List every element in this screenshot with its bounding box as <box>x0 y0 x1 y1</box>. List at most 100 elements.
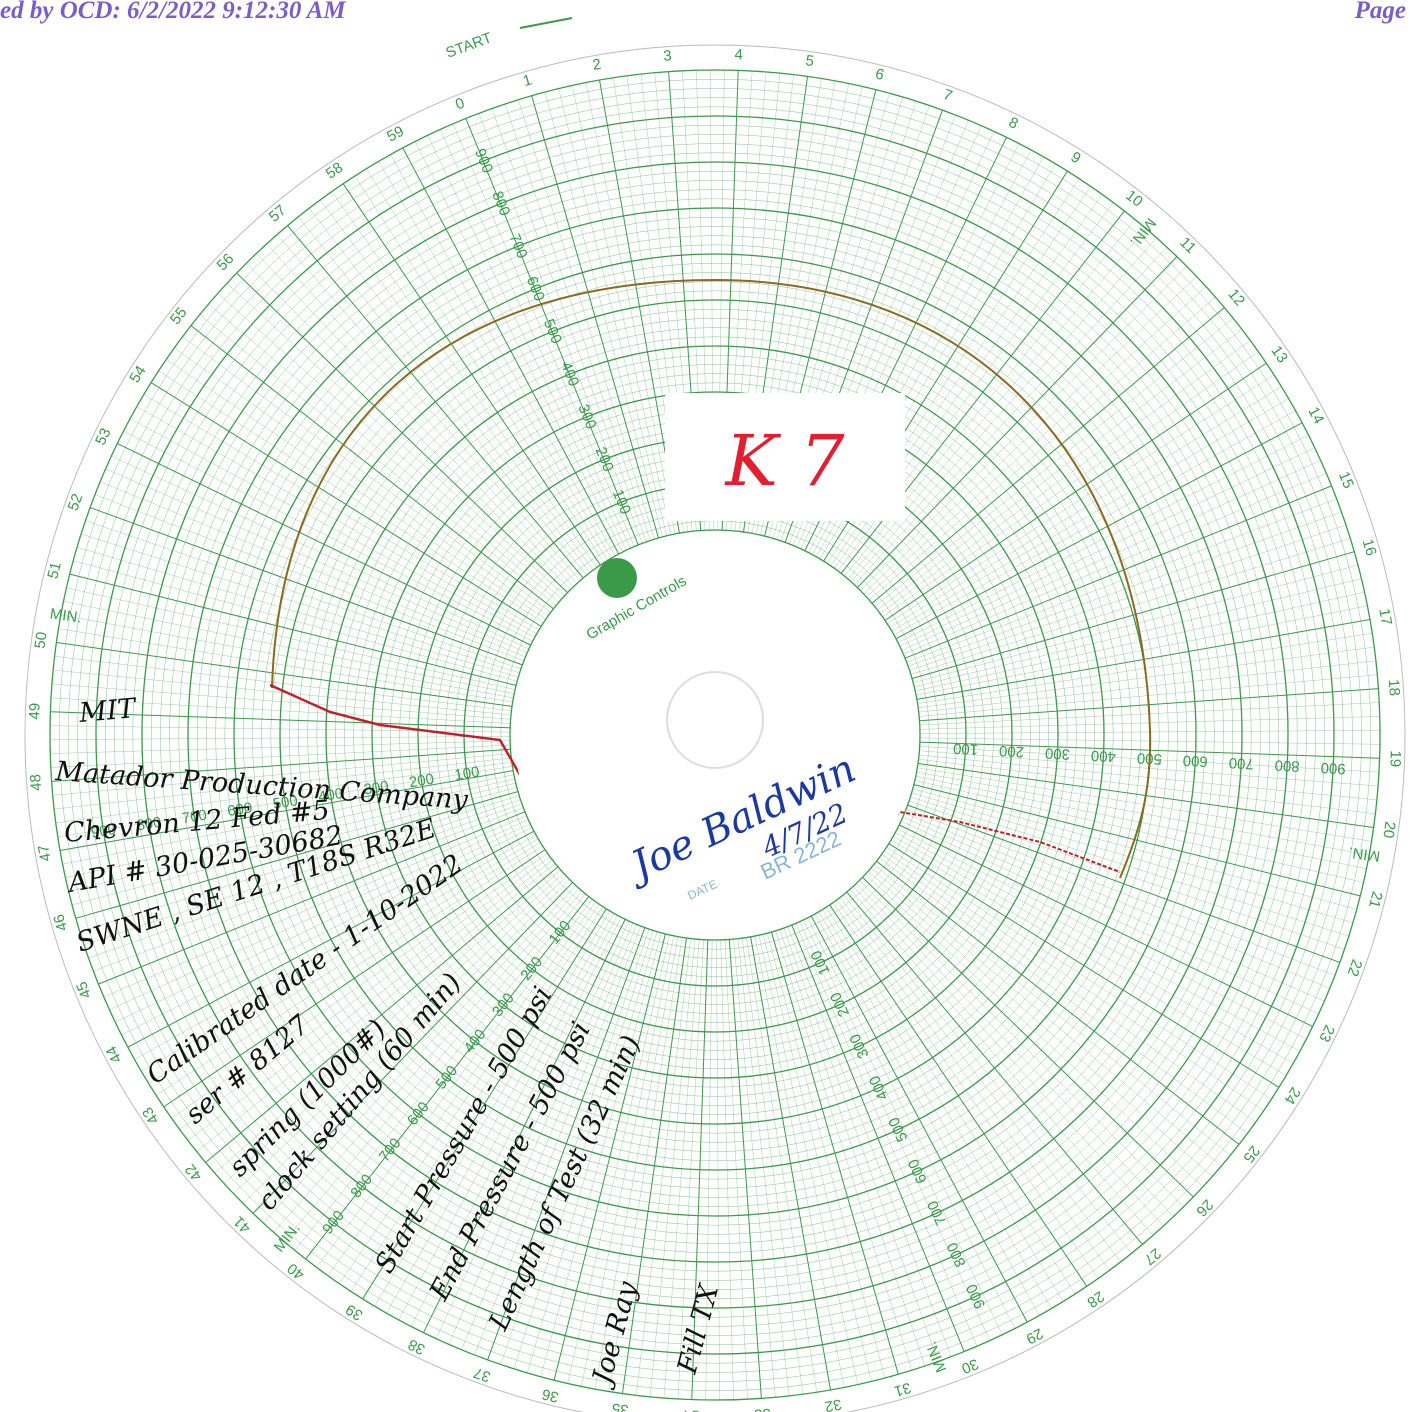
time-line <box>276 234 581 581</box>
ring <box>58 78 1372 1392</box>
ring <box>77 97 1353 1373</box>
minute-label: 48 <box>27 774 45 792</box>
time-line <box>636 938 691 1396</box>
received-stamp: ed by OCD: 6/2/2022 9:12:30 AM <box>0 0 346 24</box>
time-line <box>233 876 567 1194</box>
time-line <box>854 246 1167 585</box>
time-line <box>266 243 577 584</box>
time-line <box>150 382 542 627</box>
time-line <box>791 924 965 1352</box>
minute-label: 32 <box>823 1395 842 1412</box>
pressure-label: 200 <box>408 771 435 792</box>
time-line <box>862 877 1194 1198</box>
minute-label: 3 <box>663 47 673 65</box>
time-line <box>868 870 1213 1177</box>
time-line <box>65 778 515 878</box>
time-line <box>879 857 1248 1134</box>
time-line <box>741 938 804 1395</box>
time-line <box>895 422 1303 640</box>
time-line <box>914 780 1364 883</box>
time-line <box>779 929 926 1367</box>
time-line <box>51 748 511 782</box>
time-line <box>474 926 642 1356</box>
minute-label: 29 <box>1023 1324 1046 1347</box>
time-line <box>839 897 1121 1262</box>
minute-label: 18 <box>1385 679 1403 697</box>
time-line <box>179 856 551 1130</box>
time-line <box>54 757 512 810</box>
time-line <box>906 808 1336 976</box>
time-line <box>72 787 517 906</box>
time-line <box>350 906 603 1292</box>
time-line <box>873 864 1231 1156</box>
time-line <box>386 913 614 1314</box>
time-line <box>746 937 817 1393</box>
pressure-label: 700 <box>181 807 208 828</box>
time-line <box>478 113 643 544</box>
minute-label: 5 <box>804 52 815 70</box>
time-line <box>148 842 541 1084</box>
time-line <box>904 812 1330 989</box>
minute-label: 49 <box>26 703 44 720</box>
time-line <box>887 374 1275 625</box>
time-line <box>518 99 655 540</box>
page-label: Page <box>1354 0 1406 24</box>
time-line <box>226 283 565 596</box>
time-line <box>901 460 1321 651</box>
minute-label: 24 <box>1280 1084 1303 1107</box>
minute-label: 53 <box>92 425 115 447</box>
minute-label: 45 <box>73 979 95 1001</box>
time-line <box>822 909 1064 1302</box>
time-line <box>621 937 687 1394</box>
time-line <box>287 225 584 579</box>
time-line <box>465 118 639 546</box>
time-line <box>214 869 561 1174</box>
time-line <box>504 103 651 541</box>
time-line <box>849 889 1154 1236</box>
time-line <box>452 123 635 547</box>
pressure-label: 900 <box>1320 759 1346 777</box>
time-line <box>884 850 1264 1111</box>
time-line <box>339 904 600 1284</box>
time-line <box>846 891 1143 1245</box>
minute-label: 15 <box>1335 469 1357 491</box>
time-line <box>649 939 696 1397</box>
ring <box>150 170 1280 1300</box>
ring <box>169 189 1261 1281</box>
minute-label: 6 <box>874 65 886 84</box>
pressure-label: 700 <box>1228 754 1254 772</box>
time-line <box>795 923 978 1347</box>
time-line <box>366 168 608 561</box>
time-line <box>895 832 1301 1052</box>
minute-label: 20 <box>1379 820 1398 839</box>
time-line <box>390 154 616 557</box>
time-line <box>75 791 519 919</box>
time-line <box>787 926 952 1357</box>
time-line <box>750 936 831 1390</box>
minute-label: 10 <box>1122 187 1146 211</box>
time-line <box>810 915 1028 1323</box>
time-line <box>909 524 1347 671</box>
time-line <box>427 135 627 551</box>
time-line <box>906 498 1337 663</box>
ring <box>307 327 1123 1143</box>
time-line <box>190 325 554 610</box>
time-line <box>856 883 1174 1217</box>
ring <box>141 161 1289 1309</box>
time-line <box>814 913 1040 1316</box>
time-line <box>51 697 511 724</box>
ring <box>233 253 1197 1217</box>
time-line <box>141 838 539 1072</box>
minute-label: 43 <box>139 1104 162 1127</box>
time-line <box>51 683 511 720</box>
ring <box>371 391 1059 1079</box>
minute-label: 30 <box>959 1355 981 1377</box>
time-line <box>69 573 517 686</box>
time-line <box>836 899 1110 1271</box>
ring <box>132 152 1298 1318</box>
time-line <box>56 641 513 707</box>
time-line <box>902 816 1325 1002</box>
minute-label: 55 <box>167 304 191 328</box>
time-line <box>66 587 516 690</box>
